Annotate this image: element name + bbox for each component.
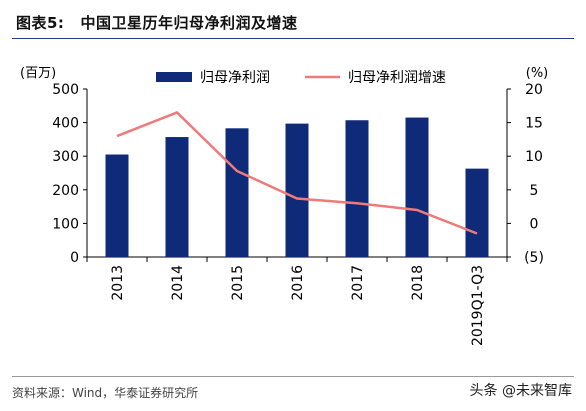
x-tick-label: 2016 [290, 265, 306, 301]
bar [225, 128, 249, 257]
right-tick-label: 0 [530, 216, 539, 232]
bar [345, 120, 369, 257]
bar [405, 117, 429, 257]
figure-title: 中国卫星历年归母净利润及增速 [80, 14, 298, 32]
left-axis-unit: (百万) [20, 66, 56, 81]
legend-line-label: 归母净利润增速 [348, 69, 446, 86]
right-axis-unit: (%) [526, 66, 549, 81]
left-tick-label: 0 [70, 250, 79, 266]
x-tick-label: 2013 [110, 265, 126, 301]
left-tick-label: 400 [52, 116, 79, 132]
legend-bar-label: 归母净利润 [200, 69, 270, 86]
right-tick-label: 20 [525, 82, 543, 98]
bar [105, 154, 129, 257]
title-divider [12, 38, 574, 39]
x-tick-label: 2015 [230, 265, 246, 301]
left-tick-label: 200 [52, 183, 79, 199]
bar [165, 137, 189, 257]
source-divider [12, 376, 574, 377]
right-tick-label: (5) [524, 250, 544, 266]
right-tick-label: 5 [530, 183, 539, 199]
right-tick-label: 15 [525, 116, 543, 132]
watermark: 头条 @未来智库 [469, 383, 572, 399]
bar [465, 168, 489, 257]
bar [285, 123, 309, 257]
left-tick-label: 100 [52, 216, 79, 232]
source-note: 资料来源：Wind，华泰证券研究所 [12, 386, 199, 400]
x-tick-label: 2017 [350, 265, 366, 301]
left-tick-label: 500 [52, 82, 79, 98]
x-tick-label: 2019Q1-Q3 [470, 265, 486, 346]
left-tick-label: 300 [52, 149, 79, 165]
x-tick-label: 2014 [170, 265, 186, 301]
legend-bar-swatch [156, 72, 192, 82]
figure-number: 图表5: [16, 14, 65, 32]
chart-title: 图表5: 中国卫星历年归母净利润及增速 [16, 12, 297, 33]
x-tick-label: 2018 [410, 265, 426, 301]
right-tick-label: 10 [525, 149, 543, 165]
